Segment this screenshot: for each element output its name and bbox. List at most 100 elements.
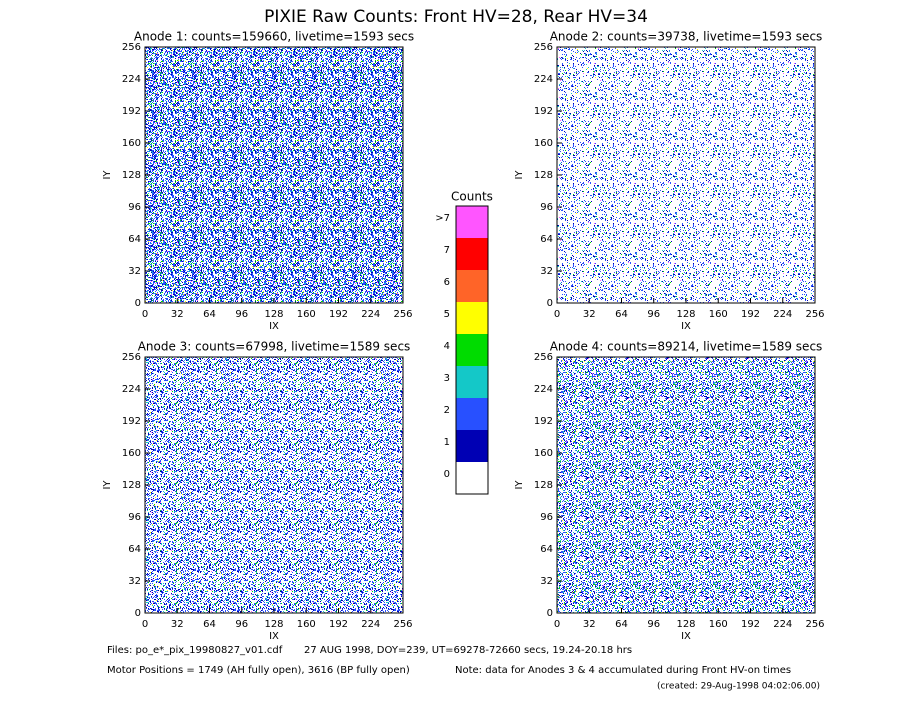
x-tick-label: 64 [203, 619, 216, 630]
figure-title: PIXIE Raw Counts: Front HV=28, Rear HV=3… [264, 7, 648, 27]
y-tick-label: 160 [534, 138, 553, 149]
colorbar-frame [455, 205, 489, 495]
y-axis-label: IY [102, 170, 113, 180]
panel-title: Anode 3: counts=67998, livetime=1589 sec… [138, 340, 411, 354]
y-tick-label: 32 [128, 576, 141, 587]
x-tick-label: 256 [805, 619, 824, 630]
y-tick-label: 224 [122, 74, 141, 85]
colorbar-swatch [456, 366, 488, 398]
panel-title: Anode 4: counts=89214, livetime=1589 sec… [550, 340, 823, 354]
footer-created: (created: 29-Aug-1998 04:02:06.00) [657, 682, 820, 692]
y-tick-label: 0 [135, 298, 141, 309]
x-axis-label: IX [681, 321, 691, 332]
x-tick-label: 0 [554, 619, 560, 630]
y-tick-label: 160 [122, 138, 141, 149]
colorbar-label: 2 [444, 405, 450, 416]
panel-title: Anode 2: counts=39738, livetime=1593 sec… [550, 30, 823, 44]
x-tick-label: 192 [329, 619, 348, 630]
colorbar-label: 7 [444, 245, 450, 256]
heatmap-texture [557, 357, 815, 613]
y-tick-label: 64 [128, 544, 141, 555]
y-tick-label: 64 [540, 544, 553, 555]
x-tick-label: 256 [393, 619, 412, 630]
y-tick-label: 64 [128, 234, 141, 245]
y-axis-label: IY [514, 170, 525, 180]
x-tick-label: 0 [142, 309, 148, 320]
x-axis-label: IX [681, 631, 691, 642]
colorbar-label: 0 [444, 469, 450, 480]
y-tick-label: 96 [128, 202, 141, 213]
x-tick-label: 64 [615, 309, 628, 320]
y-tick-label: 96 [540, 202, 553, 213]
x-tick-label: 32 [583, 619, 596, 630]
colorbar-swatch [456, 462, 488, 494]
x-tick-label: 64 [203, 309, 216, 320]
y-tick-label: 256 [534, 42, 553, 53]
colorbar-swatch [456, 430, 488, 462]
panel-title: Anode 1: counts=159660, livetime=1593 se… [134, 30, 414, 44]
colorbar-label: 4 [444, 341, 450, 352]
footer-motor: Motor Positions = 1749 (AH fully open), … [107, 665, 410, 676]
y-tick-label: 128 [534, 170, 553, 181]
y-tick-label: 224 [122, 384, 141, 395]
y-tick-label: 128 [534, 480, 553, 491]
x-axis-label: IX [269, 631, 279, 642]
colorbar-swatch [456, 238, 488, 270]
x-tick-label: 32 [583, 309, 596, 320]
x-tick-label: 128 [676, 309, 695, 320]
x-tick-label: 192 [741, 309, 760, 320]
y-tick-label: 224 [534, 384, 553, 395]
x-tick-label: 224 [773, 309, 792, 320]
colorbar-label: 6 [444, 277, 450, 288]
x-tick-label: 96 [647, 309, 660, 320]
colorbar-swatch [456, 206, 488, 238]
y-tick-label: 160 [534, 448, 553, 459]
x-tick-label: 256 [393, 309, 412, 320]
y-tick-label: 224 [534, 74, 553, 85]
colorbar-label: 5 [444, 309, 450, 320]
x-tick-label: 0 [142, 619, 148, 630]
x-tick-label: 160 [709, 619, 728, 630]
heatmap-texture [557, 47, 815, 303]
footer-files: Files: po_e*_pix_19980827_v01.cdf [107, 645, 283, 656]
y-tick-label: 192 [534, 416, 553, 427]
y-tick-label: 0 [547, 608, 553, 619]
x-tick-label: 32 [171, 309, 184, 320]
y-tick-label: 0 [547, 298, 553, 309]
x-tick-label: 0 [554, 309, 560, 320]
y-tick-label: 64 [540, 234, 553, 245]
x-tick-label: 224 [361, 309, 380, 320]
colorbar-swatch [456, 270, 488, 302]
x-tick-label: 224 [361, 619, 380, 630]
x-tick-label: 32 [171, 619, 184, 630]
x-tick-label: 128 [264, 309, 283, 320]
x-tick-label: 128 [264, 619, 283, 630]
y-tick-label: 32 [128, 266, 141, 277]
x-tick-label: 160 [297, 619, 316, 630]
footer-note: Note: data for Anodes 3 & 4 accumulated … [455, 665, 791, 676]
y-tick-label: 96 [128, 512, 141, 523]
colorbar-title: Counts [451, 190, 493, 204]
x-tick-label: 256 [805, 309, 824, 320]
x-tick-label: 192 [329, 309, 348, 320]
y-axis-label: IY [102, 480, 113, 490]
x-tick-label: 128 [676, 619, 695, 630]
y-tick-label: 0 [135, 608, 141, 619]
heatmap-texture [145, 357, 403, 613]
heatmap-texture [145, 47, 403, 303]
y-tick-label: 128 [122, 170, 141, 181]
y-tick-label: 192 [122, 416, 141, 427]
y-tick-label: 192 [122, 106, 141, 117]
x-tick-label: 96 [235, 309, 248, 320]
x-tick-label: 192 [741, 619, 760, 630]
footer-date: 27 AUG 1998, DOY=239, UT=69278-72660 sec… [304, 645, 632, 656]
x-tick-label: 96 [647, 619, 660, 630]
colorbar-swatch [456, 398, 488, 430]
y-tick-label: 96 [540, 512, 553, 523]
colorbar-swatch [456, 302, 488, 334]
y-tick-label: 256 [534, 352, 553, 363]
colorbar-label: >7 [435, 213, 450, 224]
y-tick-label: 256 [122, 42, 141, 53]
y-tick-label: 160 [122, 448, 141, 459]
